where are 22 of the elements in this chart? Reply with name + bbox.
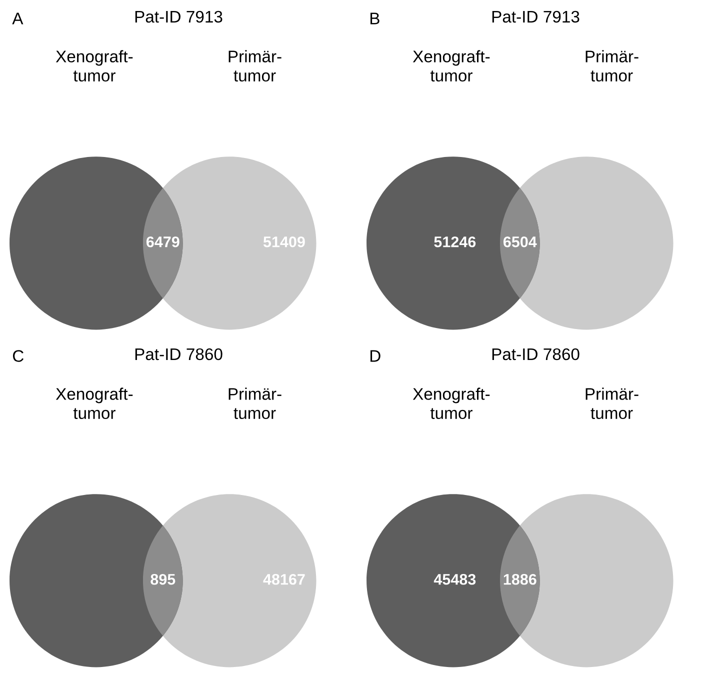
text: Pat-ID 7913	[492, 10, 580, 23]
text: Xenograft- tumor	[56, 388, 133, 420]
text: Pat-ID 7860	[492, 348, 580, 360]
text: A	[12, 12, 24, 24]
data-label: 45483	[434, 574, 476, 585]
data-label: 51246	[434, 236, 476, 248]
text: Xenograft- tumor	[412, 388, 490, 420]
text: Primär- tumor	[228, 50, 282, 82]
text: D	[370, 350, 380, 362]
text: Pat-ID 7913	[135, 10, 222, 23]
data-label: 895	[150, 574, 176, 585]
data-label: 6479	[146, 236, 180, 248]
text: C	[12, 350, 24, 362]
text: Primär- tumor	[228, 388, 282, 420]
text: Xenograft- tumor	[56, 50, 133, 82]
text: Primär- tumor	[586, 388, 638, 420]
data-label: 1886	[504, 574, 536, 585]
text: Xenograft- tumor	[412, 50, 490, 82]
text: Primär- tumor	[586, 50, 638, 82]
text: B	[370, 12, 380, 24]
data-label: 6504	[503, 236, 537, 248]
text: Pat-ID 7860	[135, 348, 222, 360]
